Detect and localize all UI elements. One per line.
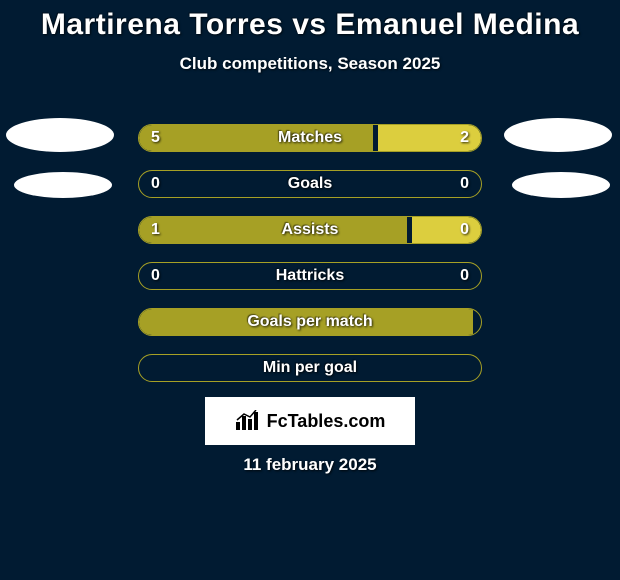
chart-icon: [235, 410, 261, 432]
stat-row: 00Hattricks: [138, 262, 482, 290]
stat-label: Min per goal: [139, 359, 481, 377]
page-subtitle: Club competitions, Season 2025: [0, 54, 620, 74]
stat-label: Goals: [139, 175, 481, 193]
chart-date: 11 february 2025: [0, 455, 620, 475]
stat-row: 52Matches: [138, 124, 482, 152]
stat-row: 00Goals: [138, 170, 482, 198]
player-right-badges: [504, 118, 614, 218]
player-left-badges: [6, 118, 116, 218]
player-left-badge: [6, 118, 114, 152]
stat-row: Min per goal: [138, 354, 482, 382]
player-right-club-badge: [512, 172, 610, 198]
stat-label: Matches: [139, 129, 481, 147]
page-title: Martirena Torres vs Emanuel Medina: [0, 0, 620, 42]
stat-label: Assists: [139, 221, 481, 239]
watermark-logo: FcTables.com: [205, 397, 415, 445]
stat-label: Goals per match: [139, 313, 481, 331]
player-left-club-badge: [14, 172, 112, 198]
player-right-badge: [504, 118, 612, 152]
watermark-text: FcTables.com: [267, 411, 386, 432]
stat-label: Hattricks: [139, 267, 481, 285]
comparison-bars: 52Matches 00Goals 10Assists 00Hattricks Goal…: [138, 124, 482, 400]
stat-row: 10Assists: [138, 216, 482, 244]
stat-row: Goals per match: [138, 308, 482, 336]
